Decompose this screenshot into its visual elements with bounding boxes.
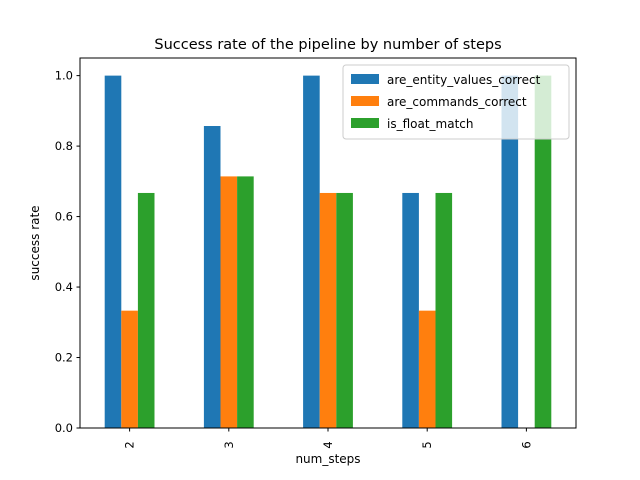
bar-is_float_match-5: [435, 192, 453, 428]
bar-are_commands_correct-4: [319, 192, 337, 428]
chart-title: Success rate of the pipeline by number o…: [154, 37, 501, 53]
legend-label-is_float_match: is_float_match: [387, 117, 474, 131]
y-tick-label: 0.6: [55, 210, 73, 224]
y-axis: 0.0 0.2 0.4 0.6 0.8 1.0: [55, 69, 80, 435]
y-tick-label: 0.4: [55, 280, 73, 294]
bar-are_entity_values_correct-5: [402, 192, 419, 428]
legend-box: [342, 64, 570, 140]
legend: are_entity_values_correct are_commands_co…: [342, 64, 570, 140]
legend-swatch-are_entity_values_correct: [351, 74, 379, 84]
legend-label-are_entity_values_correct: are_entity_values_correct: [387, 73, 541, 87]
x-tick-label: 6: [519, 441, 533, 448]
y-axis-label: success rate: [28, 205, 42, 280]
legend-swatch-is_float_match: [351, 118, 379, 128]
y-tick-label: 0.2: [55, 351, 73, 365]
legend-label-are_commands_correct: are_commands_correct: [387, 95, 527, 109]
bar-is_float_match-6: [534, 75, 552, 429]
bar-are_commands_correct-2: [121, 310, 138, 428]
bar-are_entity_values_correct-4: [303, 75, 320, 429]
legend-swatch-are_commands_correct: [351, 96, 379, 106]
x-tick-label: 5: [420, 441, 434, 448]
x-tick-label: 2: [123, 441, 137, 448]
bars-layer: [104, 75, 552, 429]
y-tick-label: 0.8: [55, 139, 73, 153]
x-axis-label: num_steps: [295, 452, 360, 466]
bar-are_commands_correct-3: [220, 176, 238, 428]
bar-are_entity_values_correct-6: [501, 75, 519, 429]
bar-is_float_match-2: [137, 192, 155, 428]
bar-are_entity_values_correct-2: [104, 75, 122, 429]
x-axis: 2 3 4 5 6: [123, 428, 533, 449]
bar-are_commands_correct-5: [418, 310, 436, 428]
bar-is_float_match-4: [336, 192, 353, 428]
bar-is_float_match-3: [237, 176, 254, 428]
x-tick-label: 3: [222, 441, 236, 448]
y-tick-label: 1.0: [55, 69, 73, 83]
bar-are_entity_values_correct-3: [203, 126, 221, 428]
y-tick-label: 0.0: [55, 421, 73, 435]
x-tick-label: 4: [321, 441, 335, 448]
